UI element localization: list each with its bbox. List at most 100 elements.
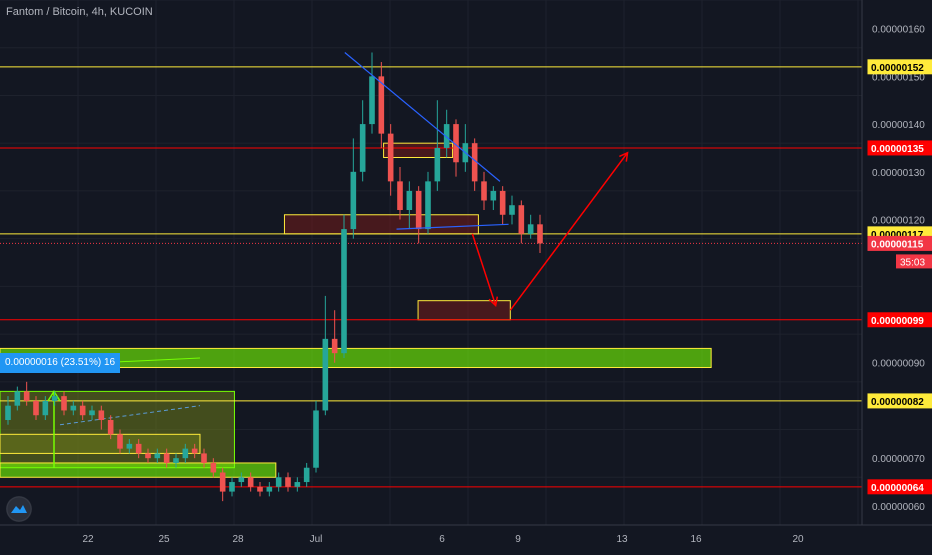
projection-arrowhead [488,296,499,307]
zone-box [0,462,277,478]
zone-box [283,214,479,235]
candle-body [14,391,21,406]
price-axis [862,0,932,550]
candle-body [117,434,123,449]
y-tick-label: 0.00000150 [872,72,925,83]
price-label: 0.00000082 [871,397,924,408]
candle-body [145,453,151,459]
candle-body [275,477,282,487]
candle-body [98,410,105,420]
zone-box [383,142,454,159]
candle-body [415,190,422,230]
candle-body [350,171,357,230]
candle-body [126,443,133,449]
measure-arrow [47,389,61,402]
candle-body [247,477,254,487]
candle-body [527,224,534,234]
candle-body [42,400,49,416]
projection-arrow [471,233,497,306]
y-tick-label: 0.00000070 [872,454,925,465]
price-label: 0.00000135 [871,144,924,155]
candle-body [107,420,114,435]
candle-body [163,453,170,463]
candle-body [51,396,58,401]
candle-body [303,467,310,483]
measure-label: 0.00000016 (23.51%) 16 [0,353,121,373]
candle-body [135,443,142,454]
candle-body [397,181,403,210]
price-label-box [867,140,932,156]
candle-body [173,458,179,463]
zone-box [0,433,201,454]
candle-body [61,396,67,411]
candle-body [294,482,301,487]
price-label-box [867,235,932,251]
candle-body [229,482,235,492]
x-tick-label: Jul [310,534,323,545]
candle-body [387,133,394,182]
candle-body [537,224,543,244]
candle-body [406,190,413,210]
price-label: 0.00000115 [871,239,924,250]
candle-body [313,410,319,468]
time-axis [0,525,932,550]
trend-line [344,52,501,182]
candle-body [79,405,86,416]
countdown-timer: 35:03 [900,257,925,268]
candle-body [322,338,329,411]
price-label-box [867,479,932,495]
zone-box [0,390,235,469]
candle-body [490,190,497,201]
candle-body [359,124,366,172]
candle-body [443,124,450,148]
price-label-box [867,59,932,75]
x-tick-label: 16 [690,534,702,545]
candle-body [481,181,487,201]
tradingview-logo-icon[interactable] [6,496,32,522]
candle-body [89,410,95,416]
y-tick-label: 0.00000130 [872,168,925,179]
candle-body [471,143,478,182]
y-tick-label: 0.00000090 [872,359,925,370]
price-label-box [867,393,932,409]
candle-body [453,124,459,163]
candle-body [434,147,441,182]
price-label: 0.00000099 [871,316,924,327]
chart-title: Fantom / Bitcoin, 4h, KUCOIN [6,6,153,18]
trend-line [396,223,509,230]
y-tick-label: 0.00000120 [872,216,925,227]
trend-line [59,405,201,426]
candle-body [201,453,207,463]
projection-arrowhead [619,151,629,162]
candle-body [33,400,39,416]
x-tick-label: 28 [232,534,244,545]
x-tick-label: 9 [515,534,521,545]
candle-body [378,76,385,134]
candle-body [70,405,77,411]
candle-body [210,462,217,473]
price-label-box [867,312,932,328]
candle-body [499,190,506,215]
y-tick-label: 0.00000060 [872,502,925,513]
price-label: 0.00000064 [871,483,924,494]
y-tick-label: 0.00000140 [872,120,925,131]
countdown-box [896,254,932,269]
candle-body [266,486,273,492]
zone-box [0,347,712,368]
candle-body [341,229,347,354]
x-tick-label: 6 [439,534,445,545]
candle-body [369,76,375,125]
candle-body [518,205,525,234]
candle-body [425,181,431,230]
candle-body [23,391,30,401]
candle-body [285,477,291,487]
candle-body [182,448,189,459]
x-tick-label: 13 [616,534,628,545]
y-tick-label: 0.00000160 [872,25,925,36]
x-tick-label: 20 [792,534,804,545]
candle-body [5,405,11,420]
candle-body [331,338,338,354]
price-label: 0.00000117 [871,230,924,241]
